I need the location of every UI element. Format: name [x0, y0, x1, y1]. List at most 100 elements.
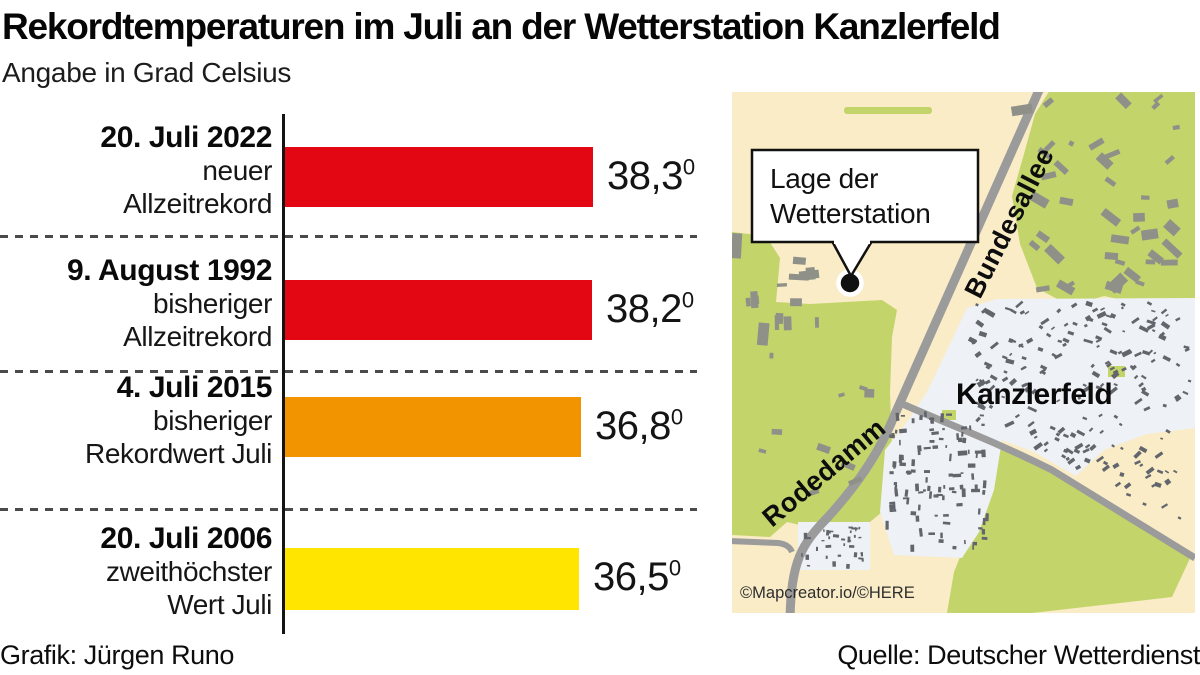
map-building	[1146, 323, 1156, 331]
map-building	[1108, 386, 1118, 396]
map-building	[1141, 389, 1150, 397]
temperature-bar	[285, 397, 581, 457]
map-building	[1095, 152, 1114, 170]
dashed-separator	[0, 235, 697, 238]
map-building	[1121, 348, 1132, 358]
map-building	[771, 428, 783, 435]
map-building	[1091, 307, 1099, 313]
map-building	[974, 484, 978, 489]
map-buildings-small	[801, 300, 1192, 569]
map-building	[1154, 481, 1162, 488]
map-building	[1063, 448, 1069, 454]
map-building	[899, 439, 901, 446]
map-building	[983, 308, 989, 314]
map-building	[945, 445, 948, 448]
location-map: Lage der Wetterstation Bundesallee Roded…	[732, 92, 1195, 613]
map-building	[982, 480, 987, 489]
map-building	[832, 561, 836, 567]
map-building	[756, 322, 770, 346]
map-building	[1063, 322, 1069, 327]
map-building	[1134, 351, 1142, 358]
map-building	[889, 471, 894, 475]
map-building	[1174, 394, 1181, 401]
map-building	[981, 423, 985, 427]
map-building	[972, 545, 975, 550]
map-building	[1065, 456, 1070, 462]
map-building	[962, 437, 967, 444]
map-building	[745, 297, 752, 307]
map-building	[1077, 396, 1082, 400]
map-building	[1043, 140, 1056, 153]
map-building	[1140, 374, 1147, 380]
map-building	[1027, 420, 1035, 428]
map-building	[1152, 316, 1158, 322]
map-building	[1113, 382, 1118, 387]
map-building	[972, 541, 977, 546]
map-building	[1061, 454, 1067, 459]
map-building	[917, 445, 922, 452]
map-building	[1040, 171, 1057, 181]
bar-value: 38,30	[607, 154, 695, 198]
map-building	[854, 527, 857, 532]
map-building	[948, 473, 953, 477]
map-building	[1001, 395, 1006, 399]
map-building	[927, 485, 931, 492]
map-building	[917, 504, 921, 511]
map-building	[977, 403, 986, 411]
map-building	[821, 539, 825, 542]
map-building	[1023, 385, 1032, 393]
map-building	[1125, 492, 1132, 497]
map-building	[975, 319, 985, 328]
map-building	[798, 269, 820, 280]
map-building	[1139, 463, 1144, 468]
map-building	[975, 416, 981, 423]
map-building	[843, 543, 846, 547]
map-building	[967, 449, 970, 454]
map-building	[910, 469, 916, 473]
map-building	[769, 352, 774, 359]
map-building	[975, 378, 979, 382]
bar-value: 36,80	[595, 404, 683, 448]
map-building	[929, 428, 935, 432]
map-building	[823, 529, 825, 533]
map-building	[1153, 351, 1157, 355]
map-building	[858, 526, 861, 530]
map-building	[975, 452, 978, 459]
map-building	[918, 528, 923, 537]
map-building	[984, 379, 991, 385]
map-building	[1042, 97, 1055, 109]
callout-joint	[834, 238, 870, 244]
map-building	[1138, 325, 1150, 333]
map-building	[1043, 448, 1049, 453]
map-building	[969, 425, 972, 431]
map-building	[1151, 101, 1161, 111]
chart-subtitle: Angabe in Grad Celsius	[2, 57, 292, 88]
map-building	[1161, 503, 1169, 509]
map-building	[1135, 279, 1145, 287]
map-building	[924, 470, 930, 473]
map-building	[892, 461, 897, 468]
map-building	[861, 557, 864, 562]
map-building	[1160, 259, 1178, 266]
map-forest-left	[732, 232, 897, 537]
map-building	[1141, 349, 1151, 356]
map-building	[934, 514, 938, 517]
map-building	[1027, 406, 1038, 413]
map-building	[916, 516, 919, 520]
map-building	[1160, 321, 1171, 330]
map-building	[1057, 339, 1063, 344]
map-building	[1166, 198, 1179, 209]
map-building	[1162, 355, 1172, 362]
map-building	[1164, 154, 1175, 165]
map-building	[1104, 251, 1119, 261]
map-building	[1024, 310, 1030, 315]
map-building	[1090, 363, 1095, 369]
map-building	[776, 283, 787, 287]
map-building	[847, 536, 851, 543]
map-building	[1162, 403, 1167, 408]
map-building	[1080, 385, 1091, 395]
map-building	[1020, 365, 1027, 371]
road-left-path	[732, 538, 795, 554]
map-building	[957, 450, 968, 456]
map-building	[906, 470, 911, 475]
